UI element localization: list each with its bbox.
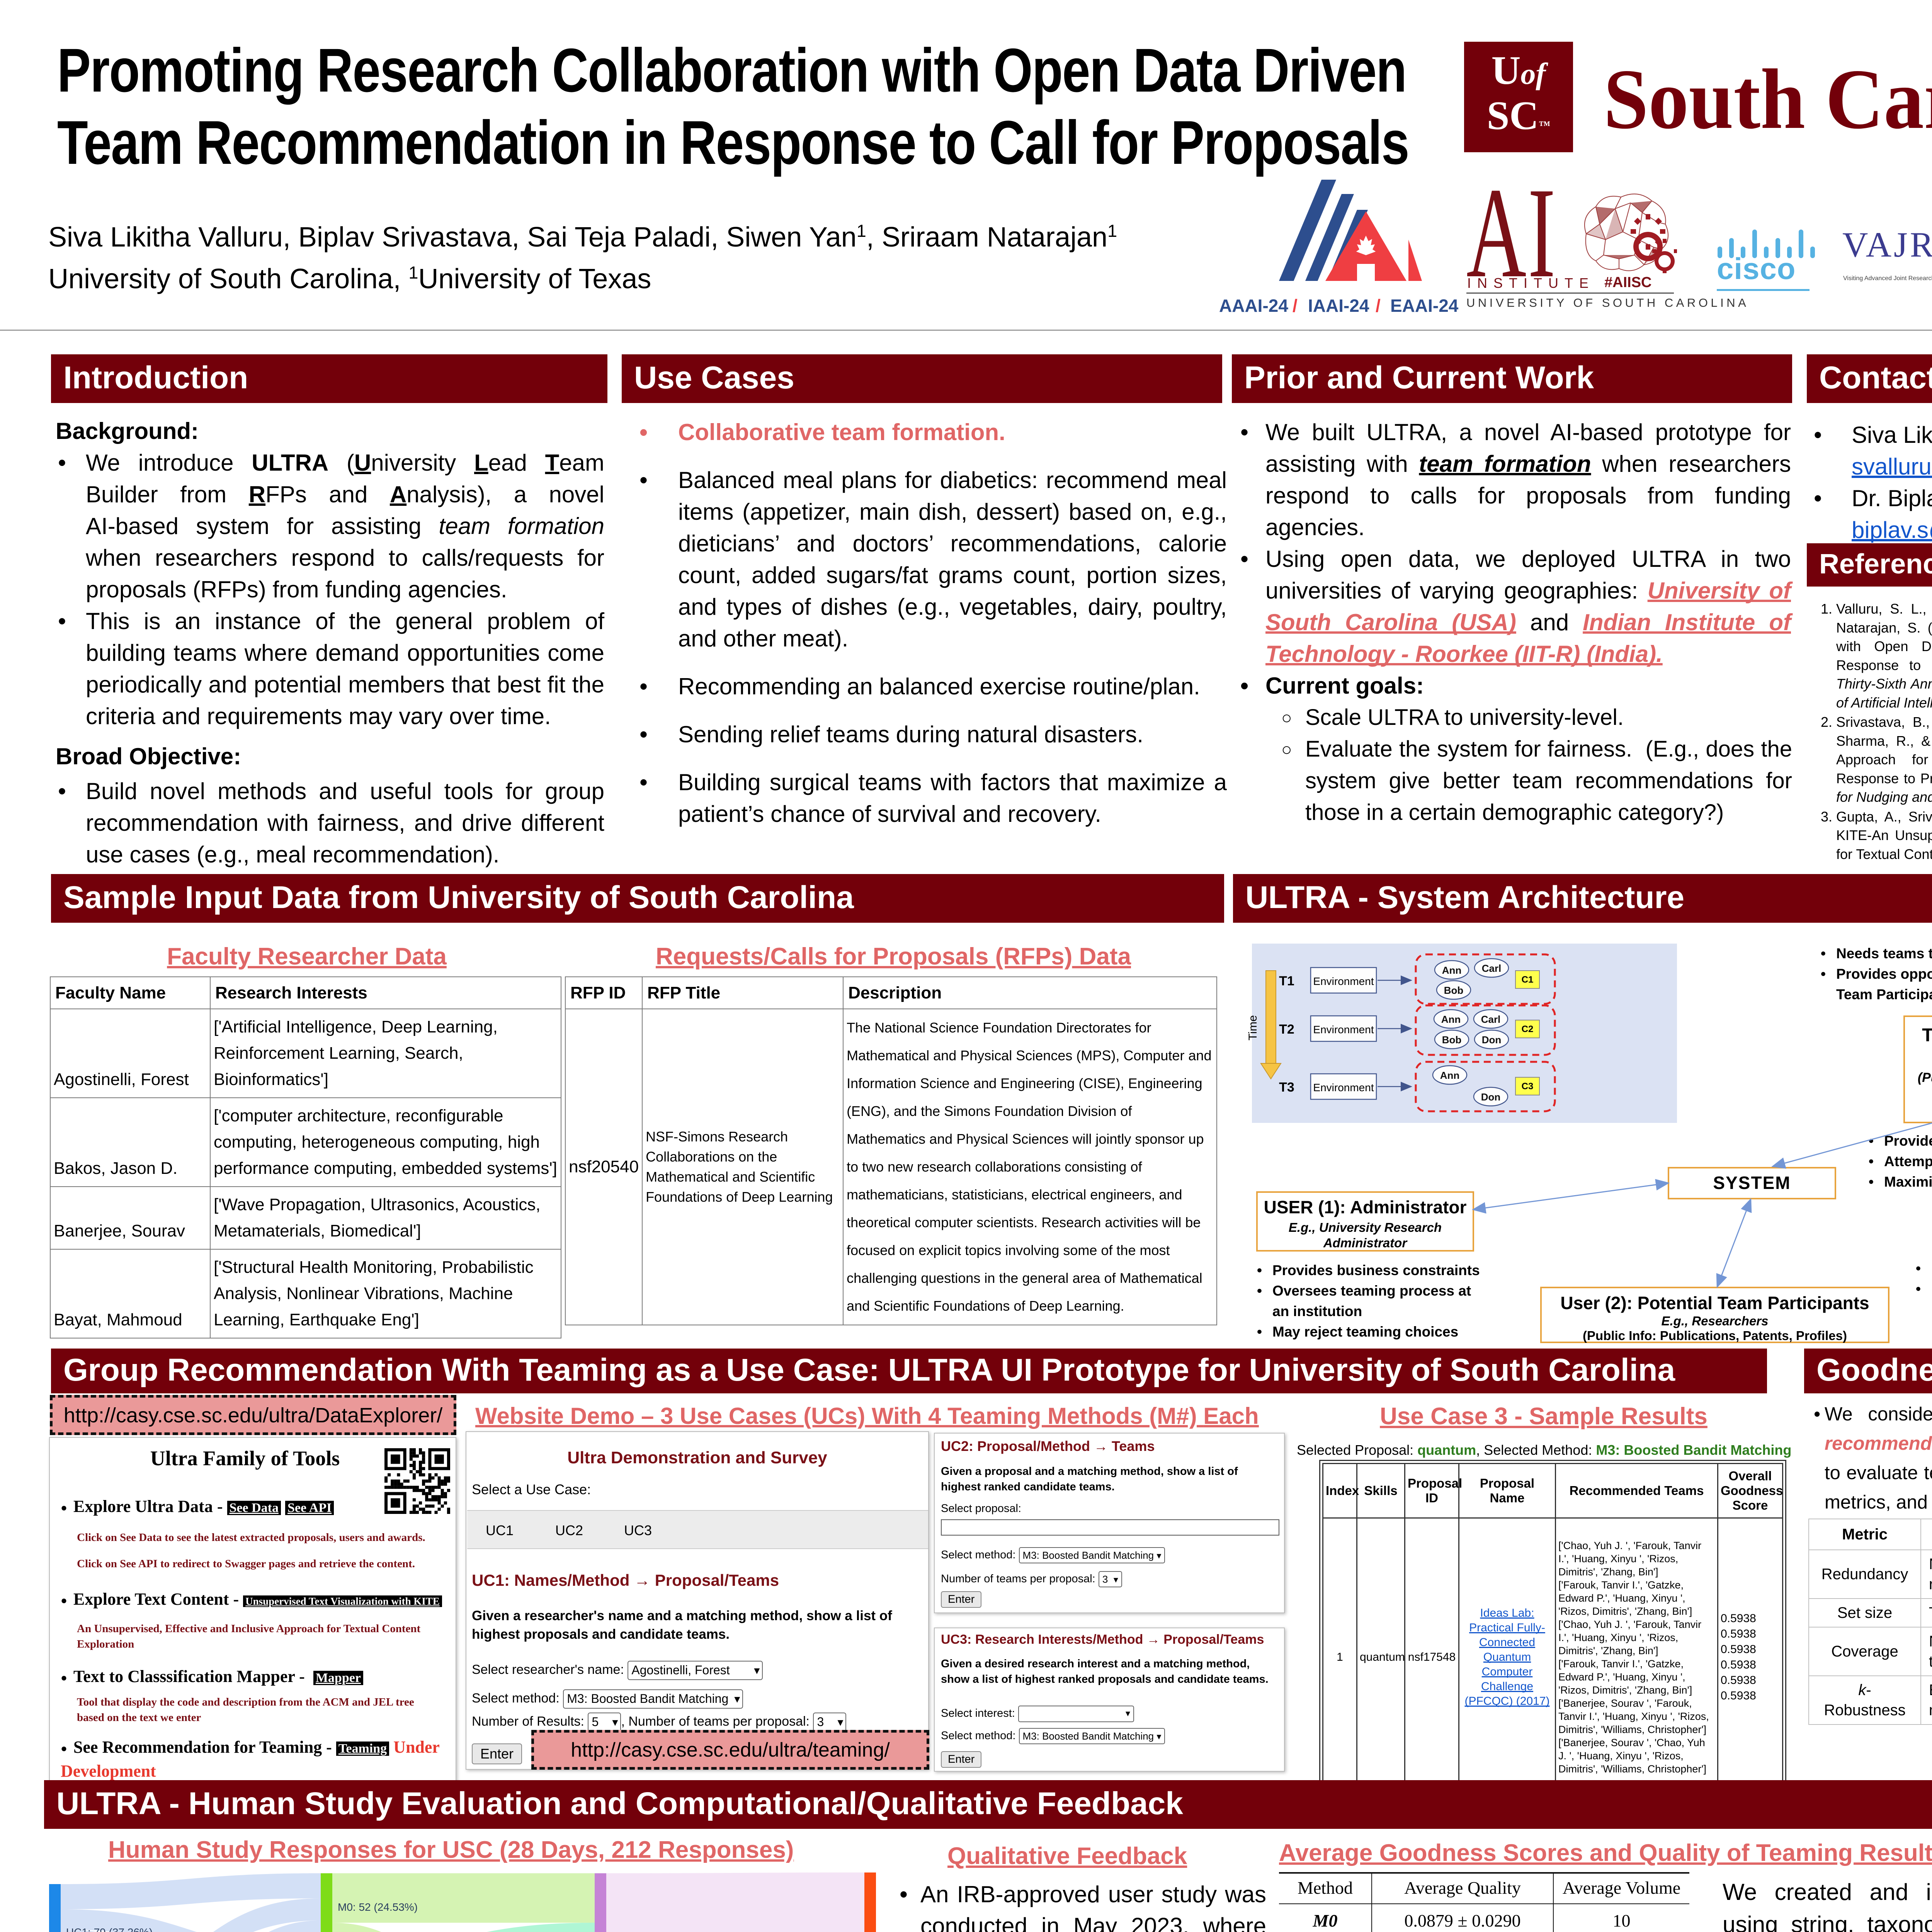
svg-text:Needs teams to respond: Needs teams to respond [1836, 946, 1932, 961]
svg-text:C1: C1 [1522, 975, 1534, 985]
svg-text:Provides opportunity features: Provides opportunity features that Syste… [1836, 966, 1932, 982]
svg-text:UC1: 79 (37.26%): UC1: 79 (37.26%) [66, 1926, 153, 1932]
svg-text:•: • [1869, 1153, 1874, 1169]
svg-text:USER (1): Administrator: USER (1): Administrator [1264, 1197, 1467, 1217]
svg-text:•: • [1257, 1262, 1262, 1278]
svg-text:May reject teaming choices: May reject teaming choices [1272, 1324, 1458, 1340]
svg-text:E.g., University Research: E.g., University Research [1289, 1220, 1442, 1235]
svg-text:/: / [1376, 296, 1381, 315]
svg-text:User (2): Potential Team Parti: User (2): Potential Team Participants [1560, 1293, 1869, 1313]
svg-text:Environment: Environment [1313, 1024, 1374, 1036]
svg-text:Reviews teaming recommendation: Reviews teaming recommendation(s) [1931, 1260, 1932, 1276]
svg-text:Carl: Carl [1482, 963, 1502, 974]
svg-text:Environment: Environment [1313, 975, 1374, 987]
svg-text:AAAI-24: AAAI-24 [1219, 296, 1288, 315]
svg-text:•: • [1916, 1281, 1921, 1297]
svg-text:E.g., Researchers: E.g., Researchers [1662, 1314, 1769, 1328]
svg-text:Ann: Ann [1440, 1070, 1460, 1081]
svg-text:Team Participants check: Team Participants check [1836, 986, 1932, 1002]
svg-text:Don: Don [1481, 1091, 1501, 1103]
svg-text:an institution: an institution [1272, 1303, 1362, 1319]
svg-text:Maximizes short and long term: Maximizes short and long term objectives [1884, 1174, 1932, 1190]
svg-text:M0: 52 (24.53%): M0: 52 (24.53%) [338, 1901, 418, 1913]
svg-text:C3: C3 [1522, 1081, 1534, 1092]
svg-text:IAAI-24: IAAI-24 [1308, 296, 1369, 315]
svg-text:Bob: Bob [1442, 1034, 1462, 1046]
svg-text:Don: Don [1482, 1034, 1502, 1046]
svg-text:•: • [1257, 1283, 1262, 1299]
svg-text:(Public Info: Funding agencies: (Public Info: Funding agencies, [1918, 1070, 1932, 1085]
svg-text:Environment: Environment [1313, 1082, 1374, 1094]
svg-text:cisco: cisco [1717, 252, 1796, 286]
svg-text:Oversees teaming process at: Oversees teaming process at [1272, 1283, 1471, 1299]
svg-text:T2: T2 [1279, 1022, 1294, 1037]
svg-text:C2: C2 [1522, 1024, 1534, 1034]
svg-text:Ann: Ann [1442, 964, 1462, 976]
svg-text:•: • [1869, 1133, 1874, 1149]
svg-text:•: • [1869, 1174, 1874, 1190]
svg-text:EAAI-24: EAAI-24 [1390, 296, 1459, 315]
svg-text:Decides to participate or reje: Decides to participate or reject [1931, 1281, 1932, 1297]
svg-text:•: • [1821, 946, 1826, 961]
svg-text:/: / [1293, 296, 1298, 315]
svg-text:Ann: Ann [1441, 1014, 1461, 1025]
svg-text:Provides teaming recommendatio: Provides teaming recommendations [1884, 1133, 1932, 1149]
svg-text:Bob: Bob [1444, 985, 1464, 996]
svg-text:Provides business constraints: Provides business constraints [1272, 1262, 1480, 1278]
svg-text:Administrator: Administrator [1323, 1236, 1408, 1250]
svg-text:•: • [1821, 966, 1826, 982]
svg-text:Attempts to satisfy teaming bu: Attempts to satisfy teaming business con… [1884, 1153, 1932, 1169]
svg-text:T3: T3 [1279, 1080, 1294, 1095]
svg-text:•: • [1916, 1260, 1921, 1276]
svg-text:Time: Time [1247, 1015, 1259, 1041]
svg-text:•: • [1257, 1324, 1262, 1340]
svg-text:AI: AI [1466, 185, 1557, 278]
svg-text:(Public Info: Publications, Pa: (Public Info: Publications, Patents, Pro… [1583, 1328, 1847, 1343]
svg-text:Teaming Opportunity: Teaming Opportunity [1922, 1025, 1932, 1046]
svg-text:SYSTEM: SYSTEM [1713, 1173, 1791, 1193]
svg-text:T1: T1 [1279, 974, 1294, 988]
svg-text:Carl: Carl [1481, 1014, 1501, 1025]
